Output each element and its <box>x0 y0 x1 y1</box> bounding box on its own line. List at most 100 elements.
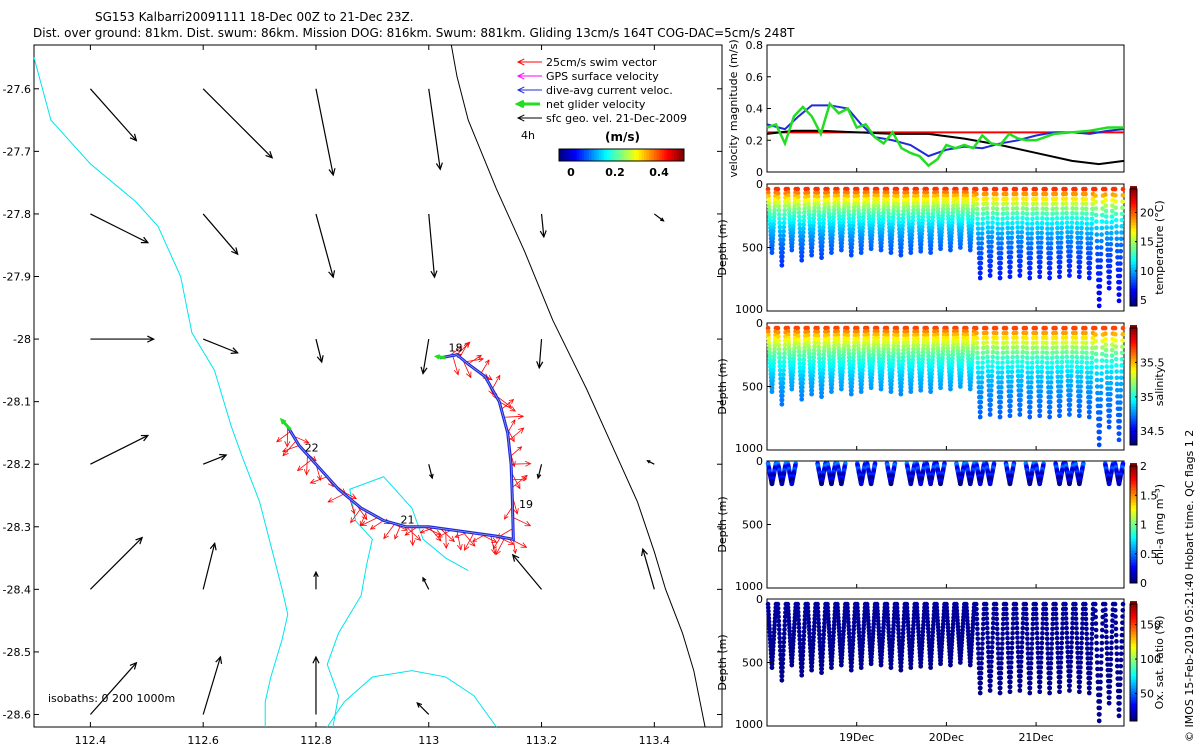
temperature-sample <box>1029 231 1035 236</box>
geo-velocity-arrow <box>202 213 239 255</box>
temperature-sample <box>950 210 956 216</box>
colorbar-cell <box>579 149 582 161</box>
salinity-sample <box>886 357 892 363</box>
temperature-sample <box>988 268 993 273</box>
temperature-sample <box>780 241 786 247</box>
swim-vector-arrow <box>480 359 490 374</box>
swim-vector-arrow <box>511 478 527 481</box>
temperature-sample <box>974 206 980 212</box>
swim-vector-arrow-head <box>316 475 322 481</box>
map-ytick-label: -28.5 <box>3 646 31 659</box>
colorbar-cell <box>581 149 585 161</box>
temperature-sample <box>1099 238 1104 244</box>
salinity-sample <box>810 366 816 371</box>
salinity-sample <box>1087 394 1093 400</box>
temperature-sample <box>915 197 920 202</box>
temperature-colorbar-cell <box>1130 243 1137 247</box>
isobath-200-south <box>326 670 497 728</box>
salinity-sample <box>975 355 980 361</box>
temperature-sample <box>821 224 826 230</box>
salinity-sample <box>831 346 837 352</box>
temperature-sample <box>1040 206 1046 211</box>
salinity-sample <box>802 349 807 355</box>
temperature-sample <box>1035 225 1040 231</box>
temperature-colorbar-cell <box>1130 261 1137 265</box>
salinity-sample <box>1116 437 1122 443</box>
temperature-colorbar-cell <box>1130 255 1137 259</box>
salinity-sample <box>978 394 984 400</box>
temperature-sample <box>901 201 907 207</box>
salinity-sample <box>1015 368 1021 374</box>
temperature-sample <box>1003 191 1009 197</box>
temperature-sample <box>1080 201 1085 206</box>
temperature-sample <box>836 210 842 216</box>
temperature-sample <box>969 227 974 233</box>
salinity-sample <box>904 329 910 334</box>
colorbar-cell <box>674 149 677 161</box>
temperature-sample <box>876 220 882 226</box>
temperature-sample <box>885 204 891 210</box>
temperature-sample <box>989 239 994 245</box>
oxygen-sample <box>795 601 801 607</box>
temperature-sample <box>791 224 796 229</box>
temperature-sample <box>872 196 877 202</box>
salinity-ytick-label: 0 <box>756 317 763 330</box>
geo-velocity-arrow-head <box>231 247 239 256</box>
swim-vector-arrow <box>405 526 421 541</box>
temperature-sample <box>946 217 951 222</box>
salinity-sample <box>880 359 886 365</box>
salinity-sample <box>786 346 792 351</box>
salinity-sample <box>867 358 872 364</box>
swim-vector-arrow-head <box>486 374 493 381</box>
salinity-sample <box>1119 363 1124 368</box>
temperature-sample <box>920 217 925 223</box>
swim-vector-arrow-head <box>350 517 356 524</box>
geo-velocity-arrow <box>428 213 436 278</box>
map-ytick-label: -28 <box>13 333 31 346</box>
salinity-sample <box>951 342 956 348</box>
salinity-sample <box>958 384 963 389</box>
salinity-sample <box>911 336 917 341</box>
temperature-colorbar-cell <box>1130 282 1137 286</box>
oxygen-sample <box>777 639 783 645</box>
temperature-colorbar-cell <box>1130 189 1137 193</box>
salinity-sample <box>866 345 871 351</box>
temperature-sample <box>1114 230 1119 235</box>
temperature-sample <box>870 219 876 225</box>
temperature-sample <box>1038 240 1044 245</box>
temperature-sample <box>965 213 971 219</box>
salinity-sample <box>766 343 772 349</box>
temperature-sample <box>785 186 791 192</box>
temperature-sample <box>1013 191 1019 197</box>
swim-vector-arrow-head <box>456 346 463 352</box>
temperature-sample <box>1024 211 1030 217</box>
temperature-sample <box>1044 211 1050 217</box>
salinity-sample <box>1055 374 1061 380</box>
oxygen-sample <box>781 631 787 637</box>
temperature-sample <box>931 204 936 210</box>
salinity-sample <box>859 375 865 380</box>
salinity-sample <box>1119 356 1125 362</box>
temperature-sample <box>786 207 792 212</box>
temperature-sample <box>875 196 881 202</box>
temperature-sample <box>796 202 801 208</box>
temperature-sample <box>815 186 820 192</box>
salinity-sample <box>1043 335 1049 341</box>
temperature-sample <box>1043 191 1049 197</box>
salinity-sample <box>770 375 776 380</box>
salinity-sample <box>872 335 877 341</box>
temperature-sample <box>1000 216 1005 222</box>
temperature-ylabel: Depth (m) <box>716 219 729 275</box>
temperature-sample <box>1025 226 1030 231</box>
salinity-colorbar-cell <box>1130 334 1137 338</box>
salinity-sample <box>1105 380 1110 386</box>
temperature-sample <box>1094 232 1100 237</box>
salinity-sample <box>1114 381 1120 387</box>
salinity-sample <box>861 339 867 345</box>
temperature-sample <box>831 211 837 217</box>
temperature-sample <box>974 191 979 197</box>
salinity-sample <box>805 329 811 335</box>
map-xtick-label: 113.4 <box>639 734 671 747</box>
temperature-sample <box>908 243 914 248</box>
temperature-sample <box>900 212 906 218</box>
